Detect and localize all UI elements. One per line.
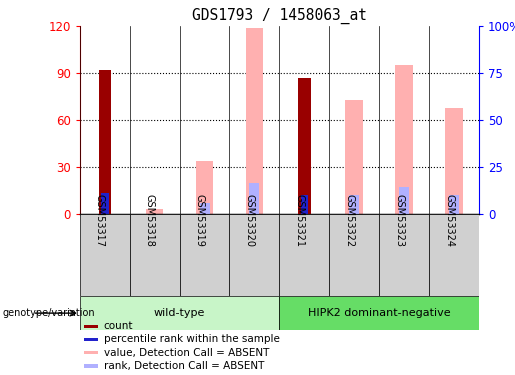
Bar bbox=[196, 160, 213, 214]
Bar bbox=[280, 214, 329, 296]
Bar bbox=[349, 195, 359, 214]
Text: GSM53317: GSM53317 bbox=[95, 194, 105, 247]
Text: genotype/variation: genotype/variation bbox=[3, 308, 95, 318]
Bar bbox=[329, 214, 379, 296]
Bar bbox=[98, 70, 111, 214]
Bar bbox=[246, 28, 263, 214]
Text: GSM53320: GSM53320 bbox=[245, 194, 254, 247]
Bar bbox=[301, 195, 308, 214]
Text: GSM53321: GSM53321 bbox=[295, 194, 304, 247]
Bar bbox=[449, 195, 459, 214]
Bar bbox=[84, 351, 98, 354]
Bar bbox=[101, 194, 109, 214]
Bar bbox=[280, 296, 479, 330]
Bar bbox=[80, 296, 280, 330]
Text: GSM53319: GSM53319 bbox=[195, 194, 204, 247]
Bar bbox=[84, 324, 98, 328]
Bar bbox=[399, 187, 409, 214]
Text: rank, Detection Call = ABSENT: rank, Detection Call = ABSENT bbox=[104, 361, 264, 371]
Text: GSM53323: GSM53323 bbox=[394, 194, 404, 247]
Bar bbox=[396, 65, 413, 214]
Title: GDS1793 / 1458063_at: GDS1793 / 1458063_at bbox=[192, 7, 367, 24]
Bar bbox=[298, 78, 311, 214]
Bar bbox=[80, 214, 130, 296]
Text: GSM53324: GSM53324 bbox=[444, 194, 454, 247]
Bar bbox=[130, 214, 180, 296]
Bar bbox=[84, 364, 98, 368]
Bar bbox=[180, 214, 230, 296]
Bar bbox=[379, 214, 429, 296]
Bar bbox=[445, 108, 463, 214]
Text: count: count bbox=[104, 321, 133, 332]
Bar bbox=[146, 209, 163, 214]
Bar bbox=[346, 100, 363, 214]
Bar bbox=[249, 183, 260, 214]
Text: GSM53318: GSM53318 bbox=[145, 194, 154, 247]
Bar bbox=[429, 214, 479, 296]
Bar bbox=[84, 338, 98, 341]
Text: GSM53322: GSM53322 bbox=[344, 194, 354, 247]
Text: percentile rank within the sample: percentile rank within the sample bbox=[104, 334, 280, 345]
Text: wild-type: wild-type bbox=[154, 308, 205, 318]
Text: value, Detection Call = ABSENT: value, Detection Call = ABSENT bbox=[104, 348, 269, 358]
Text: HIPK2 dominant-negative: HIPK2 dominant-negative bbox=[308, 308, 451, 318]
Bar bbox=[230, 214, 280, 296]
Bar bbox=[200, 203, 210, 214]
